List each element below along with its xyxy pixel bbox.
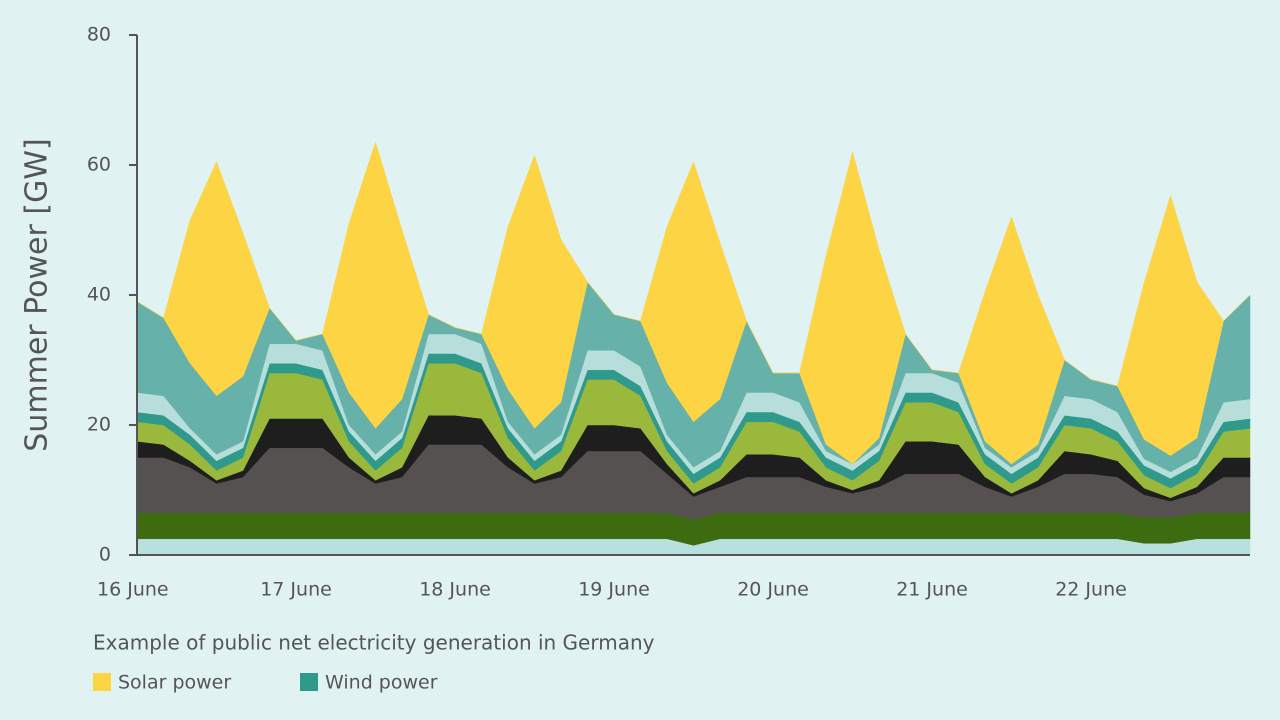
- legend-swatch: [300, 673, 318, 691]
- y-tick-label: 60: [87, 154, 111, 176]
- y-tick-label: 0: [99, 544, 111, 566]
- caption: Example of public net electricity genera…: [93, 631, 655, 655]
- area: [136, 141, 1251, 465]
- x-tick-label: 17 June: [260, 579, 332, 601]
- legend-swatch: [93, 673, 111, 691]
- y-tick-label: 40: [87, 284, 111, 306]
- x-tick-label: 22 June: [1055, 579, 1127, 601]
- legend-label: Wind power: [325, 672, 438, 694]
- legend-label: Solar power: [118, 672, 231, 694]
- x-tick-label: 16 June: [97, 579, 169, 601]
- x-tick-label: 18 June: [419, 579, 491, 601]
- x-tick-label: 21 June: [896, 579, 968, 601]
- y-tick-label: 80: [87, 24, 111, 46]
- y-tick-label: 20: [87, 414, 111, 436]
- y-axis-label: Summer Power [GW]: [20, 138, 55, 451]
- areas: [136, 141, 1251, 556]
- x-tick-label: 19 June: [578, 579, 650, 601]
- x-tick-label: 20 June: [737, 579, 809, 601]
